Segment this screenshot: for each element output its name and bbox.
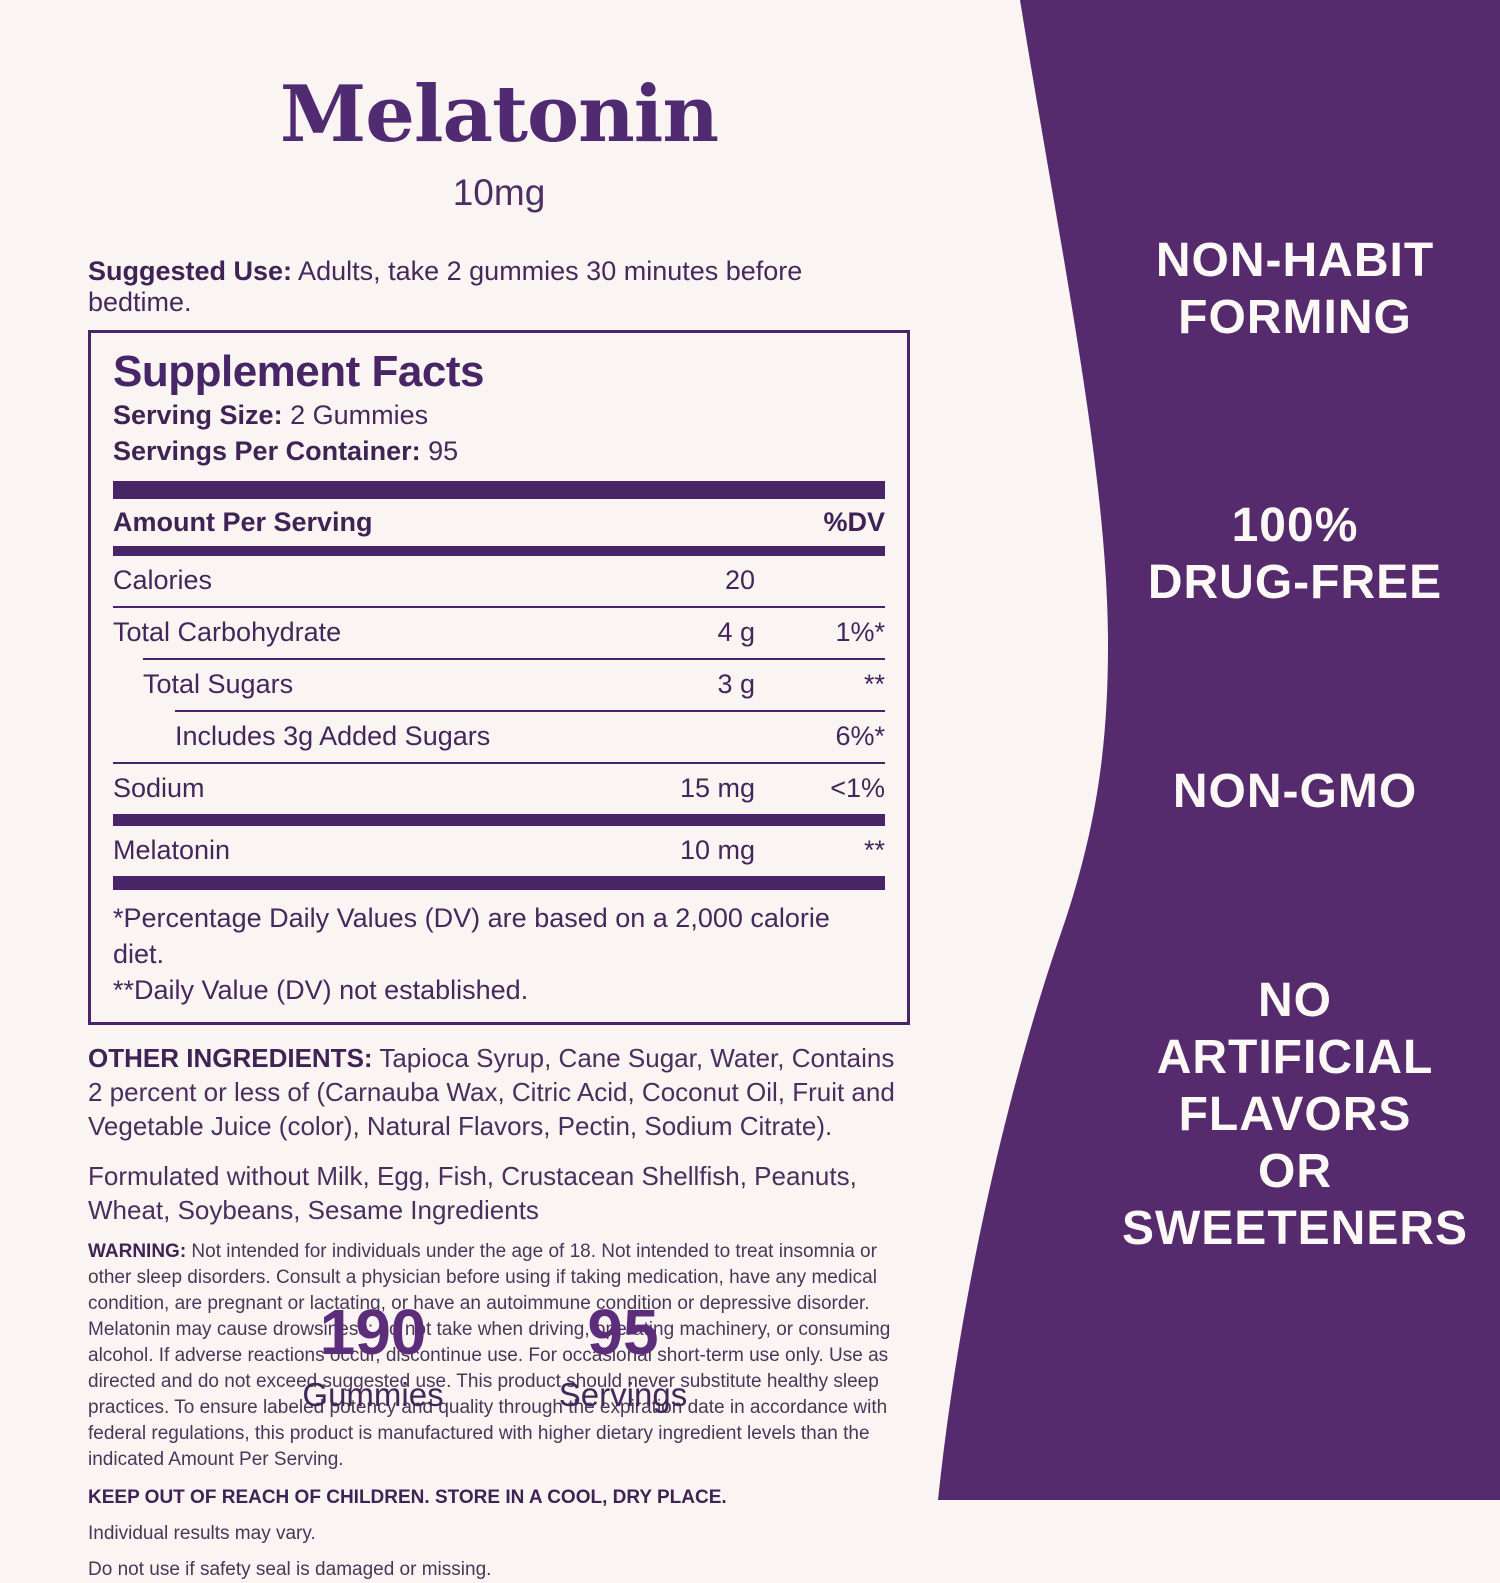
claim-line: ARTIFICIAL (1156, 1031, 1434, 1084)
claim-drug-free: 100% DRUG-FREE (1095, 497, 1495, 611)
supplement-facts-title: Supplement Facts (113, 346, 484, 396)
gummies-count-label: Gummies (302, 1376, 444, 1413)
supplement-facts-box: Supplement Facts Serving Size: 2 Gummies… (88, 329, 910, 1026)
row-dv: ** (863, 835, 885, 866)
storage-note: KEEP OUT OF REACH OF CHILDREN. STORE IN … (88, 1487, 727, 1509)
dv-header: %DV (823, 507, 885, 538)
table-row-added-sugars: Includes 3g Added Sugars 6%* (113, 712, 885, 762)
footnote-percent-dv: *Percentage Daily Values (DV) are based … (113, 903, 830, 970)
thick-divider (113, 876, 885, 891)
amount-per-serving-header: Amount Per Serving (113, 507, 373, 538)
claim-line: SWEETENERS (1121, 1202, 1469, 1255)
thick-divider (113, 481, 885, 500)
serving-size-value: 2 Gummies (282, 400, 429, 431)
serving-size: Serving Size: 2 Gummies (113, 397, 885, 433)
table-row-calories: Calories 20 (113, 556, 885, 606)
label-panel: Melatonin 10mg Suggested Use: Adults, ta… (88, 0, 910, 1583)
claim-line: 100% (1231, 499, 1359, 552)
row-divider (113, 606, 885, 609)
claim-non-gmo: NON-GMO (1095, 763, 1495, 820)
claim-line: NON-HABIT (1155, 234, 1435, 287)
thick-divider (113, 814, 885, 827)
row-dv: 1%* (835, 617, 885, 648)
row-divider (113, 762, 885, 765)
claim-no-artificial: NO ARTIFICIAL FLAVORS OR SWEETENERS (1095, 972, 1495, 1257)
other-ingredients-text: Tapioca Syrup, Cane Sugar, Water, Contai… (88, 1043, 895, 1142)
row-dv: <1% (830, 773, 885, 804)
suggested-use-label: Suggested Use: (88, 255, 293, 286)
row-divider (143, 658, 885, 661)
disclaimer-seal: Do not use if safety seal is damaged or … (88, 1559, 492, 1581)
servings-per-container-value: 95 (420, 436, 459, 467)
row-amount: 20 (724, 565, 755, 596)
suggested-use: Suggested Use: Adults, take 2 gummies 30… (88, 256, 910, 318)
suggested-use-text: Adults, take 2 gummies 30 minutes before… (88, 255, 803, 317)
gummies-count: 190 Gummies (268, 1300, 478, 1414)
product-dosage: 10mg (452, 171, 546, 213)
product-title: Melatonin (279, 69, 719, 160)
row-amount: 3 g (717, 669, 755, 700)
row-dv: ** (863, 669, 885, 700)
servings-count-label: Servings (558, 1376, 688, 1413)
row-name: Total Carbohydrate (113, 617, 342, 648)
purple-wave-panel (938, 0, 1500, 1500)
other-ingredients: OTHER INGREDIENTS: Tapioca Syrup, Cane S… (88, 1041, 910, 1143)
claim-line: FLAVORS (1178, 1088, 1412, 1141)
table-row-sodium: Sodium 15 mg <1% (113, 764, 885, 814)
row-amount: 4 g (717, 617, 755, 648)
claim-line: OR (1258, 1145, 1332, 1198)
row-amount: 10 mg (679, 835, 755, 866)
other-ingredients-label: OTHER INGREDIENTS: (88, 1043, 373, 1074)
row-amount: 15 mg (679, 773, 755, 804)
disclaimer-results: Individual results may vary. (88, 1523, 316, 1545)
table-row-total-sugars: Total Sugars 3 g ** (113, 660, 885, 710)
claim-line: NO (1258, 974, 1332, 1027)
thick-divider (113, 546, 885, 557)
servings-count: 95 Servings (518, 1300, 728, 1414)
dv-footnotes: *Percentage Daily Values (DV) are based … (113, 900, 885, 1008)
footnote-dv-not-established: **Daily Value (DV) not established. (113, 975, 529, 1006)
warning-label: WARNING: (88, 1241, 187, 1263)
row-divider (175, 710, 885, 713)
row-name: Calories (113, 565, 213, 596)
row-name: Melatonin (113, 835, 231, 866)
table-row-total-carbohydrate: Total Carbohydrate 4 g 1%* (113, 608, 885, 658)
claim-line: FORMING (1178, 291, 1412, 344)
servings-per-container: Servings Per Container: 95 (113, 433, 885, 469)
row-name: Sodium (113, 773, 205, 804)
allergen-note: Formulated without Milk, Egg, Fish, Crus… (88, 1161, 857, 1226)
table-row-melatonin: Melatonin 10 mg ** (113, 826, 885, 876)
serving-size-label: Serving Size: (113, 400, 283, 431)
claim-non-habit-forming: NON-HABIT FORMING (1095, 232, 1495, 346)
warning-text: Not intended for individuals under the a… (88, 1241, 891, 1471)
claim-line: NON-GMO (1172, 765, 1418, 818)
row-dv: 6%* (835, 721, 885, 752)
facts-header-row: Amount Per Serving %DV (113, 499, 885, 546)
gummies-count-value: 190 (319, 1296, 427, 1368)
row-name: Total Sugars (143, 669, 294, 700)
servings-per-container-label: Servings Per Container: (113, 436, 421, 467)
claim-line: DRUG-FREE (1147, 556, 1443, 609)
warning: WARNING: Not intended for individuals un… (88, 1239, 910, 1473)
servings-count-value: 95 (587, 1296, 659, 1368)
row-name: Includes 3g Added Sugars (175, 721, 491, 752)
